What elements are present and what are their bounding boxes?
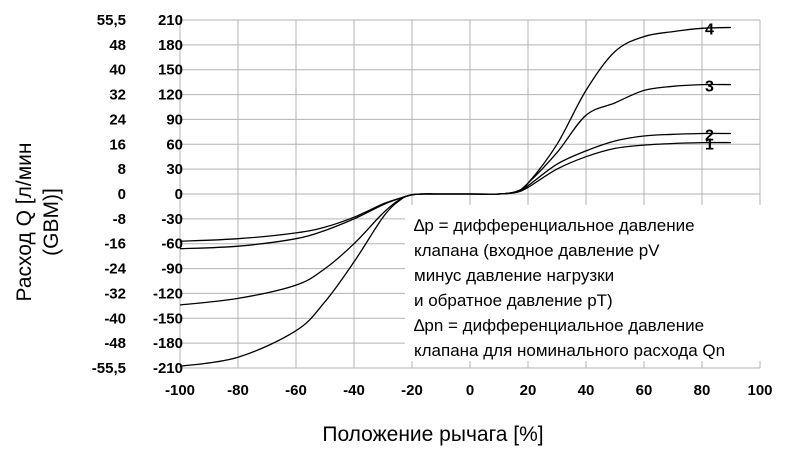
y-tick-secondary: -60 bbox=[161, 236, 183, 253]
y-tick-primary: 24 bbox=[109, 111, 126, 128]
annotation-line: минус давление нагрузки bbox=[414, 266, 614, 285]
x-tick: 80 bbox=[694, 382, 711, 399]
x-tick: 20 bbox=[520, 382, 537, 399]
y-tick-secondary: 150 bbox=[158, 62, 183, 79]
x-tick: -80 bbox=[227, 382, 249, 399]
x-tick: -60 bbox=[285, 382, 307, 399]
y-tick-primary: 40 bbox=[109, 62, 126, 79]
y-axis-title: Расход Q [л/мин (GBM)] bbox=[13, 143, 63, 302]
annotation-line: клапана (входное давление pV bbox=[414, 241, 660, 260]
y-tick-labels-secondary: 210 180 150 120 90 60 30 0 -30 -60 -90 -120 -150 -180… bbox=[153, 12, 183, 377]
annotation-line: и обратное давление pT) bbox=[414, 291, 613, 310]
y-tick-secondary: 210 bbox=[158, 12, 183, 29]
y-tick-primary: 8 bbox=[118, 161, 126, 178]
annotation-line: клапана для номинального расхода Qn bbox=[414, 341, 725, 360]
curve-label-2: 2 bbox=[705, 128, 714, 145]
y-tick-secondary: 90 bbox=[166, 111, 183, 128]
annotation-line: ∆p = дифференциальное давление bbox=[414, 216, 695, 235]
annotation-line: ∆pn = дифференциальное давление bbox=[414, 316, 704, 335]
y-tick-primary: 48 bbox=[109, 37, 126, 54]
y-tick-primary: -40 bbox=[104, 310, 126, 327]
y-tick-secondary: -180 bbox=[153, 335, 183, 352]
x-tick: 40 bbox=[578, 382, 595, 399]
curve-label-1: 1 bbox=[705, 137, 714, 154]
y-tick-primary: -55,5 bbox=[92, 360, 126, 377]
curves bbox=[179, 26, 732, 367]
x-tick: -40 bbox=[343, 382, 365, 399]
y-tick-labels-primary: 55,5 48 40 32 24 16 8 0 -8 -16 -24 -32 -40 -48 -55,5 bbox=[92, 12, 127, 377]
y-tick-secondary: 30 bbox=[166, 161, 183, 178]
y-tick-secondary: 60 bbox=[166, 136, 183, 153]
y-tick-secondary: -30 bbox=[161, 211, 183, 228]
y-tick-primary: -24 bbox=[104, 261, 126, 278]
y-tick-primary: 0 bbox=[118, 186, 126, 203]
x-tick: -100 bbox=[165, 382, 195, 399]
x-tick-labels: -100 -80 -60 -40 -20 0 20 40 60 80 100 bbox=[165, 382, 773, 399]
y-tick-secondary: 120 bbox=[158, 87, 183, 104]
y-tick-primary: -8 bbox=[113, 211, 126, 228]
x-tick: 60 bbox=[636, 382, 653, 399]
y-tick-secondary: -120 bbox=[153, 285, 183, 302]
y-tick-primary: -16 bbox=[104, 236, 126, 253]
y-tick-secondary: 0 bbox=[175, 186, 183, 203]
y-axis-title-line-1: Расход Q [л/мин bbox=[13, 143, 36, 302]
curve-label-4: 4 bbox=[705, 21, 714, 38]
y-tick-primary: 16 bbox=[109, 136, 126, 153]
y-tick-secondary: -210 bbox=[153, 360, 183, 377]
y-tick-primary: -32 bbox=[104, 285, 126, 302]
curve-4 bbox=[179, 26, 732, 367]
x-tick: -20 bbox=[401, 382, 423, 399]
annotation-box bbox=[405, 205, 762, 361]
x-tick: 100 bbox=[747, 382, 772, 399]
y-tick-primary: 32 bbox=[109, 87, 126, 104]
curve-label-3: 3 bbox=[705, 79, 714, 96]
y-tick-secondary: -150 bbox=[153, 310, 183, 327]
curve-labels: 12 3 4 bbox=[705, 21, 714, 153]
x-axis-title: Положение рычага [%] bbox=[322, 423, 543, 446]
x-tick: 0 bbox=[466, 382, 474, 399]
annotation-text: ∆p = дифференциальное давление клапана (в… bbox=[414, 216, 725, 360]
y-tick-secondary: 180 bbox=[158, 37, 183, 54]
y-tick-primary: -48 bbox=[104, 335, 126, 352]
y-tick-primary: 55,5 bbox=[97, 12, 126, 29]
y-tick-secondary: -90 bbox=[161, 261, 183, 278]
y-axis-title-line-2: (GBM)] bbox=[40, 188, 63, 256]
